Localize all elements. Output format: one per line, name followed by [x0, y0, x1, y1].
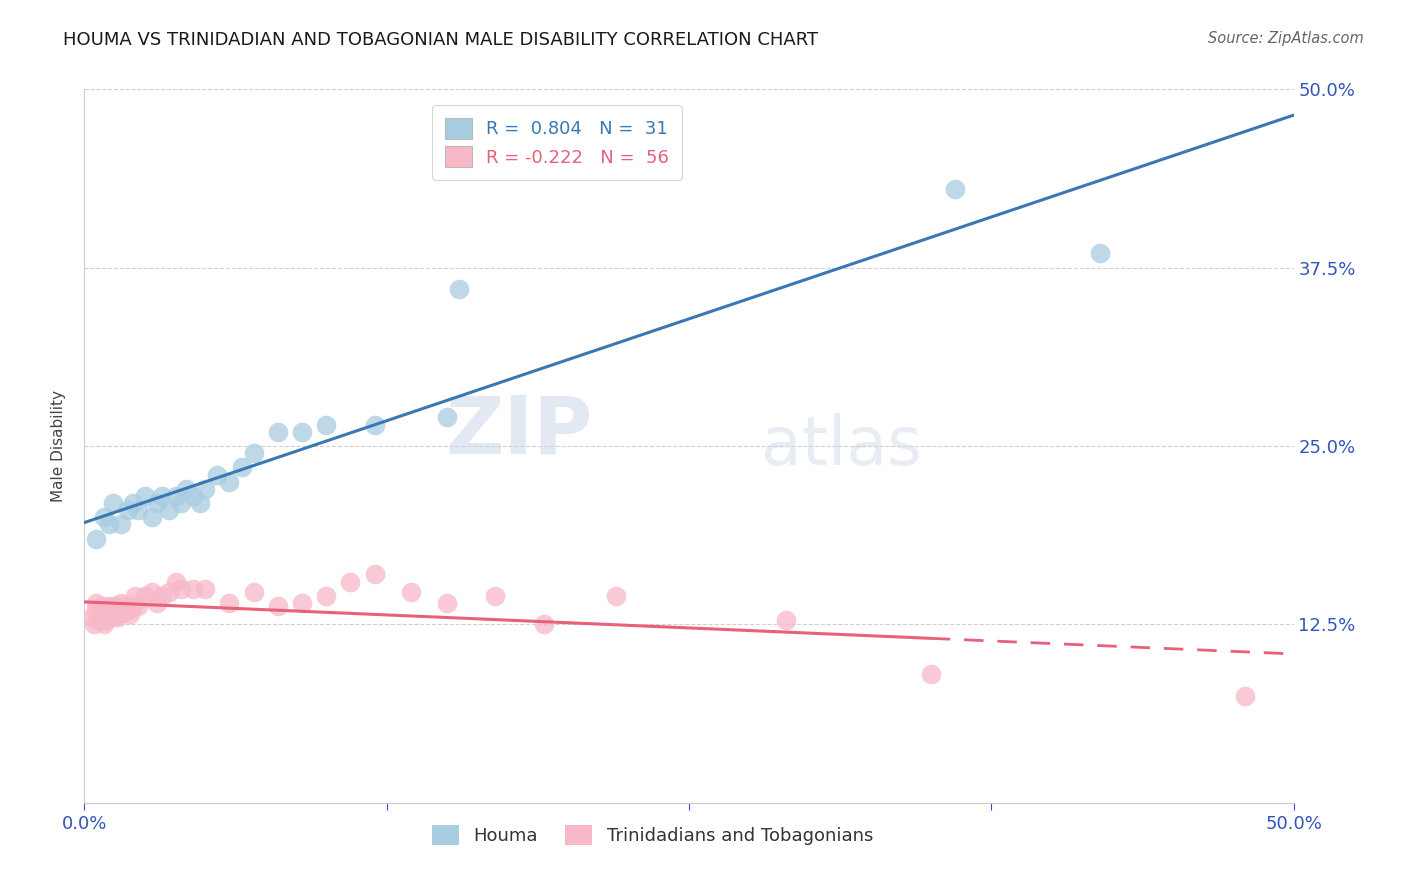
Point	[114, 599, 136, 613]
Point	[90, 610, 112, 624]
Point	[87, 607, 110, 622]
Point	[150, 589, 173, 603]
Point	[93, 510, 115, 524]
Point	[134, 589, 156, 603]
Point	[127, 599, 149, 613]
Point	[124, 589, 146, 603]
Point	[104, 599, 127, 613]
Point	[86, 603, 108, 617]
Point	[194, 582, 217, 596]
Point	[83, 617, 105, 632]
Point	[86, 532, 108, 546]
Point	[103, 603, 125, 617]
Point	[134, 489, 156, 503]
Point	[117, 503, 139, 517]
Point	[107, 610, 129, 624]
Point	[943, 182, 966, 196]
Point	[157, 503, 180, 517]
Point	[100, 600, 122, 615]
Point	[267, 425, 290, 439]
Point	[291, 425, 314, 439]
Point	[165, 574, 187, 589]
Text: Source: ZipAtlas.com: Source: ZipAtlas.com	[1208, 31, 1364, 46]
Point	[484, 589, 506, 603]
Point	[86, 596, 108, 610]
Point	[165, 489, 187, 503]
Point	[170, 496, 193, 510]
Point	[291, 596, 314, 610]
Point	[315, 589, 337, 603]
Point	[242, 446, 264, 460]
Point	[80, 610, 103, 624]
Point	[190, 496, 212, 510]
Point	[181, 582, 204, 596]
Point	[207, 467, 229, 482]
Point	[181, 489, 204, 503]
Point	[339, 574, 361, 589]
Point	[363, 567, 385, 582]
Point	[90, 599, 112, 613]
Point	[103, 496, 125, 510]
Point	[117, 603, 139, 617]
Point	[120, 607, 142, 622]
Text: ZIP: ZIP	[444, 392, 592, 471]
Point	[218, 596, 240, 610]
Point	[146, 596, 169, 610]
Point	[97, 610, 120, 624]
Text: HOUMA VS TRINIDADIAN AND TOBAGONIAN MALE DISABILITY CORRELATION CHART: HOUMA VS TRINIDADIAN AND TOBAGONIAN MALE…	[63, 31, 818, 49]
Point	[127, 503, 149, 517]
Point	[449, 282, 471, 296]
Point	[97, 603, 120, 617]
Point	[170, 582, 193, 596]
Point	[93, 617, 115, 632]
Point	[110, 596, 132, 610]
Point	[775, 613, 797, 627]
Point	[141, 584, 163, 599]
Point	[87, 613, 110, 627]
Point	[94, 613, 117, 627]
Point	[174, 482, 197, 496]
Point	[436, 596, 458, 610]
Point	[112, 606, 135, 620]
Point	[218, 475, 240, 489]
Point	[103, 610, 125, 624]
Point	[231, 460, 253, 475]
Point	[150, 489, 173, 503]
Text: atlas: atlas	[762, 413, 922, 479]
Point	[315, 417, 337, 432]
Point	[920, 667, 942, 681]
Point	[399, 584, 422, 599]
Point	[107, 601, 129, 615]
Point	[110, 517, 132, 532]
Point	[242, 584, 264, 599]
Point	[141, 510, 163, 524]
Point	[121, 599, 143, 613]
Point	[94, 601, 117, 615]
Point	[146, 496, 169, 510]
Point	[363, 417, 385, 432]
Point	[100, 607, 122, 622]
Point	[121, 496, 143, 510]
Point	[267, 599, 290, 613]
Point	[605, 589, 627, 603]
Point	[157, 584, 180, 599]
Legend: Houma, Trinidadians and Tobagonians: Houma, Trinidadians and Tobagonians	[419, 812, 886, 858]
Point	[110, 603, 132, 617]
Point	[104, 606, 127, 620]
Y-axis label: Male Disability: Male Disability	[51, 390, 66, 502]
Point	[533, 617, 555, 632]
Point	[93, 606, 115, 620]
Point	[1234, 689, 1257, 703]
Point	[1088, 246, 1111, 260]
Point	[97, 517, 120, 532]
Point	[194, 482, 217, 496]
Point	[436, 410, 458, 425]
Point	[97, 599, 120, 613]
